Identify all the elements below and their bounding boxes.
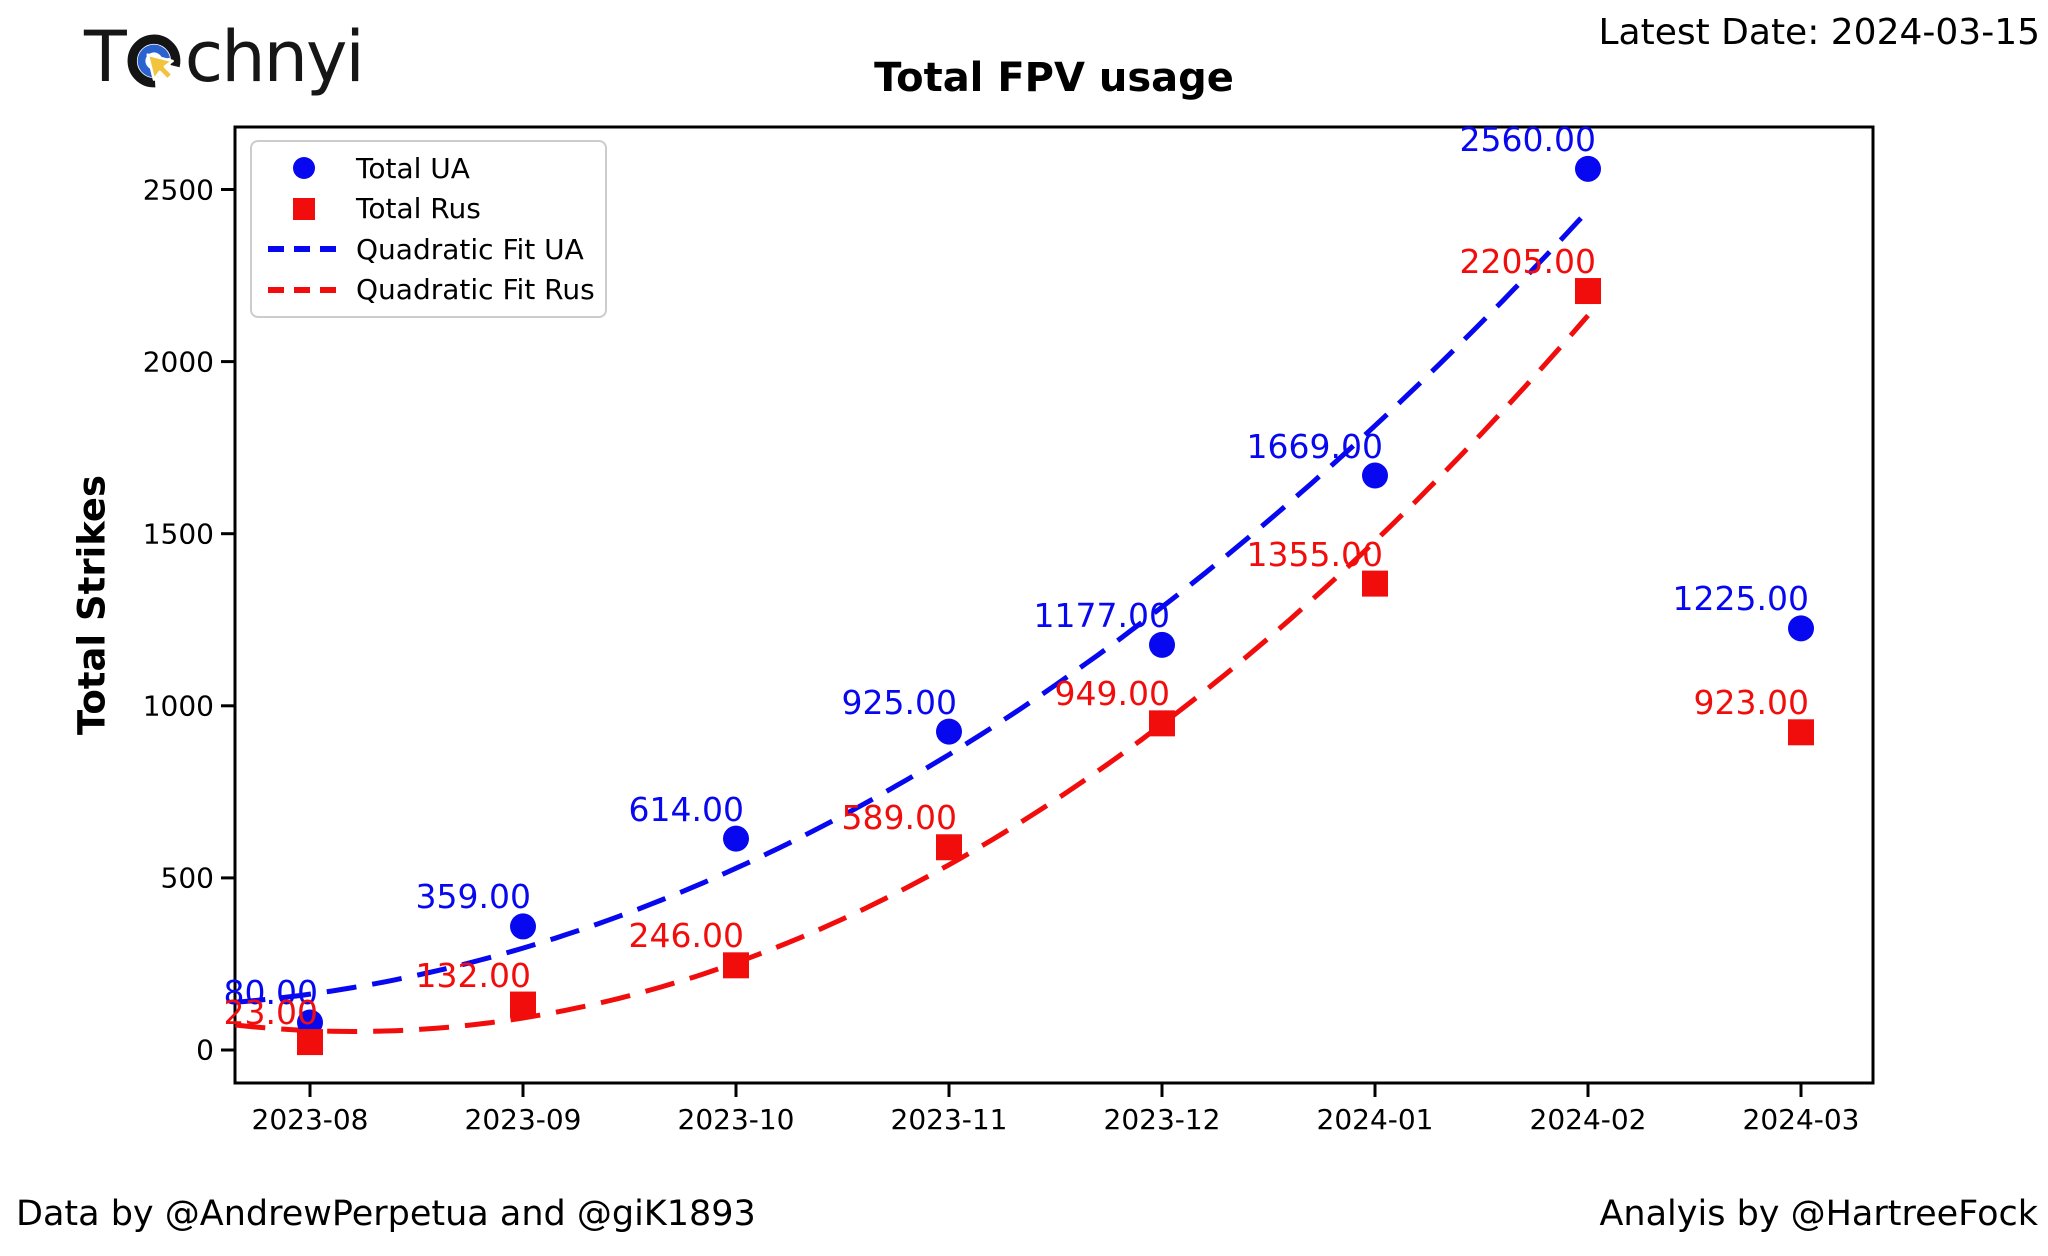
data-point-total-rus bbox=[723, 952, 749, 979]
x-tick-label: 2024-03 bbox=[1742, 1103, 1860, 1136]
value-label: 359.00 bbox=[415, 877, 531, 917]
data-point-total-ua bbox=[510, 913, 536, 940]
data-credit-text: Data by @AndrewPerpetua and @giK1893 bbox=[16, 1194, 756, 1234]
value-label: 1669.00 bbox=[1246, 426, 1383, 466]
legend-label-total-ua: Total UA bbox=[356, 151, 470, 185]
x-tick-label: 2023-09 bbox=[464, 1103, 582, 1136]
value-label: 2205.00 bbox=[1459, 242, 1596, 282]
legend: Total UA Total Rus Quadratic Fit UA Quad… bbox=[250, 140, 607, 318]
data-point-total-ua bbox=[1575, 155, 1601, 182]
value-label: 923.00 bbox=[1693, 683, 1809, 723]
data-point-total-rus bbox=[936, 834, 962, 861]
legend-label-fit-rus: Quadratic Fit Rus bbox=[356, 273, 595, 307]
value-label: 1355.00 bbox=[1246, 534, 1383, 574]
y-tick-label: 1500 bbox=[142, 517, 214, 551]
legend-row-total-ua: Total UA bbox=[268, 152, 595, 185]
x-tick-label: 2024-01 bbox=[1316, 1103, 1434, 1136]
x-tick-label: 2024-02 bbox=[1529, 1103, 1647, 1136]
legend-row-fit-ua: Quadratic Fit UA bbox=[268, 233, 595, 266]
data-point-total-ua bbox=[1788, 615, 1814, 642]
logo: T chnyi bbox=[84, 16, 365, 98]
data-point-total-rus bbox=[1362, 570, 1388, 597]
legend-marker-ua-circle-icon bbox=[268, 154, 340, 182]
logo-text-suffix: chnyi bbox=[184, 16, 365, 98]
value-label: 1225.00 bbox=[1672, 579, 1809, 619]
data-point-total-ua bbox=[723, 825, 749, 852]
legend-row-fit-rus: Quadratic Fit Rus bbox=[268, 273, 595, 306]
value-label: 23.00 bbox=[223, 993, 318, 1033]
axes-frame bbox=[233, 125, 1875, 1085]
value-label: 589.00 bbox=[841, 798, 957, 838]
chart-title: Total FPV usage bbox=[874, 55, 1234, 101]
y-tick-label: 0 bbox=[196, 1033, 214, 1067]
legend-label-fit-ua: Quadratic Fit UA bbox=[356, 232, 584, 266]
legend-label-total-rus: Total Rus bbox=[356, 192, 481, 226]
value-label: 949.00 bbox=[1054, 674, 1170, 714]
value-label: 614.00 bbox=[628, 789, 744, 829]
y-tick-label: 1000 bbox=[142, 689, 214, 723]
data-point-total-rus bbox=[297, 1029, 323, 1056]
logo-text-prefix: T bbox=[84, 16, 127, 98]
fit-curve bbox=[235, 313, 1590, 1034]
analysis-credit-text: Analyis by @HartreeFock bbox=[1599, 1194, 2038, 1234]
value-label: 132.00 bbox=[415, 955, 531, 995]
logo-target-cursor-icon bbox=[127, 34, 181, 88]
fit-curve bbox=[235, 208, 1590, 1005]
data-point-total-rus bbox=[1788, 719, 1814, 746]
data-point-total-ua bbox=[297, 1009, 323, 1036]
data-point-total-rus bbox=[1575, 278, 1601, 305]
legend-dashed-line-ua-icon bbox=[268, 245, 340, 253]
data-point-total-ua bbox=[1149, 631, 1175, 658]
x-tick-label: 2023-11 bbox=[890, 1103, 1008, 1136]
latest-date-text: Latest Date: 2024-03-15 bbox=[1598, 12, 2040, 53]
data-point-total-rus bbox=[1149, 710, 1175, 737]
y-tick-label: 2500 bbox=[142, 173, 214, 206]
value-label: 925.00 bbox=[841, 682, 957, 722]
value-label: 246.00 bbox=[628, 916, 744, 956]
value-label: 1177.00 bbox=[1033, 595, 1170, 635]
y-tick-label: 2000 bbox=[142, 345, 214, 379]
legend-dashed-line-rus-icon bbox=[268, 286, 340, 294]
legend-marker-rus-square-icon bbox=[268, 195, 340, 223]
value-label: 2560.00 bbox=[1459, 119, 1596, 159]
x-tick-label: 2023-08 bbox=[251, 1103, 369, 1136]
x-tick-label: 2023-12 bbox=[1103, 1103, 1221, 1136]
value-label: 80.00 bbox=[223, 973, 318, 1013]
legend-row-total-rus: Total Rus bbox=[268, 192, 595, 225]
data-point-total-ua bbox=[1362, 462, 1388, 489]
y-tick-label: 500 bbox=[160, 861, 214, 895]
x-tick-label: 2023-10 bbox=[677, 1103, 795, 1136]
data-point-total-rus bbox=[510, 991, 536, 1018]
data-point-total-ua bbox=[936, 718, 962, 745]
